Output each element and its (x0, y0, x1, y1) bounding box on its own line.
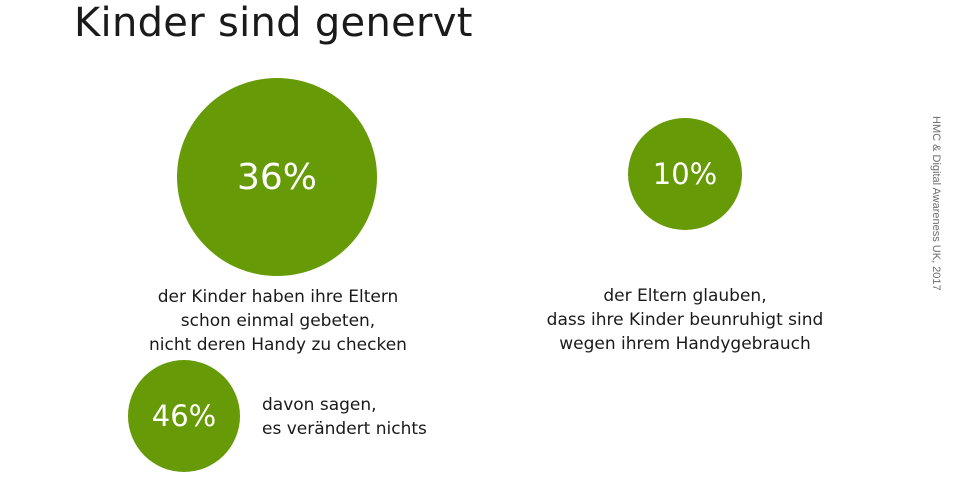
bubble-value-label: 10% (652, 157, 718, 191)
bubble-value-label: 36% (236, 156, 317, 198)
caption-line: schon einmal gebeten, (180, 311, 376, 331)
chart-title: Kinder sind genervt (74, 0, 473, 46)
caption-line: davon sagen, (262, 395, 377, 415)
caption-line: nicht deren Handy zu checken (149, 335, 407, 355)
caption-line: wegen ihrem Handygebrauch (559, 334, 811, 354)
caption-children-asked: der Kinder haben ihre Eltern schon einma… (120, 285, 436, 357)
caption-line: dass ihre Kinder beunruhigt sind (546, 310, 824, 330)
caption-parents-believe: der Eltern glauben, dass ihre Kinder beu… (510, 284, 860, 356)
bubble-nothing-changes: 46% (128, 360, 240, 472)
caption-line: es verändert nichts (262, 419, 427, 439)
bubble-parents-believe: 10% (628, 118, 742, 230)
caption-line: der Kinder haben ihre Eltern (157, 287, 399, 307)
bubble-value-label: 46% (151, 399, 217, 433)
source-note: HMC & Digital Awareness UK, 2017 (930, 116, 942, 291)
bubble-children-asked: 36% (177, 78, 377, 276)
caption-nothing-changes: davon sagen, es verändert nichts (262, 393, 427, 441)
caption-line: der Eltern glauben, (603, 286, 767, 306)
